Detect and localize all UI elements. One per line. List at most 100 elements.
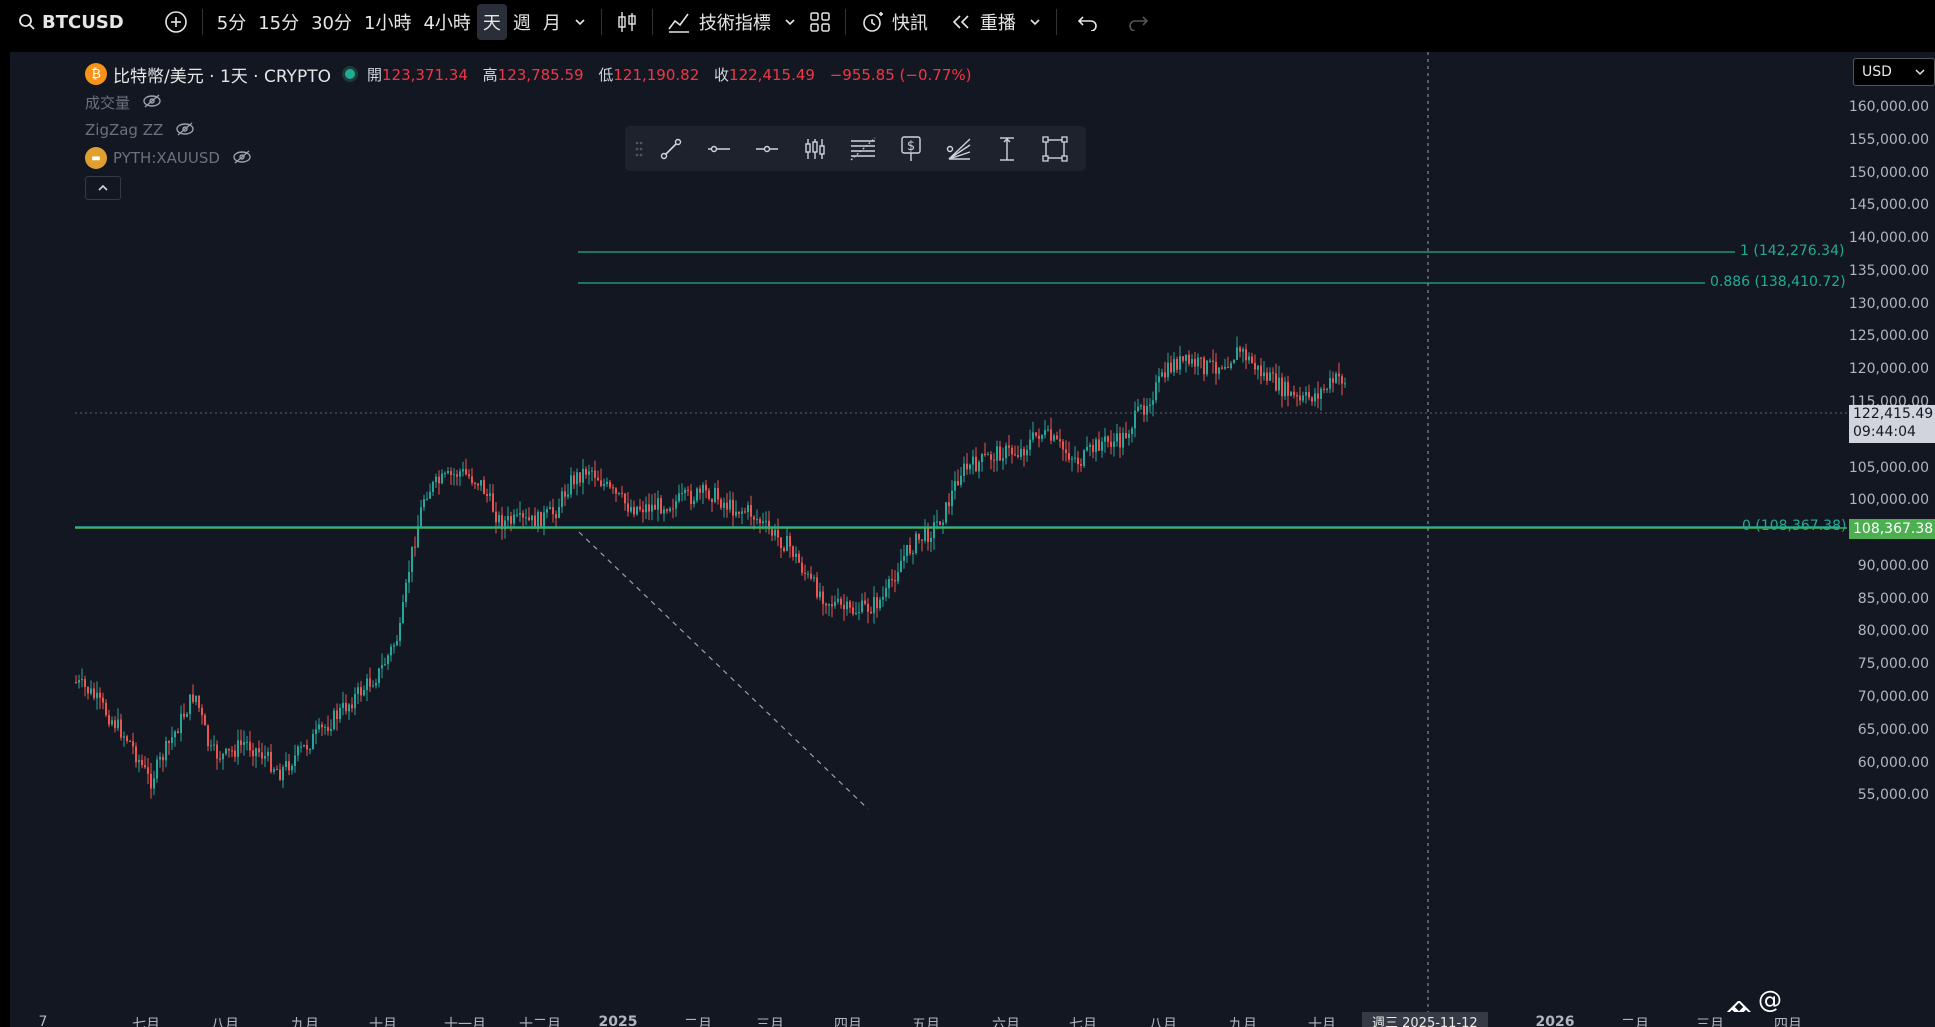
symbol-search[interactable]: BTCUSD — [0, 4, 130, 40]
candle-body — [1128, 433, 1130, 438]
candle-body — [768, 520, 770, 530]
price-tick: 60,000.00 — [1857, 754, 1929, 771]
candle-body — [858, 612, 860, 614]
candle-body — [1323, 388, 1325, 390]
candle-body — [1317, 393, 1319, 399]
fib-retracement-tool[interactable] — [839, 129, 887, 169]
trend-line-tool[interactable] — [647, 129, 695, 169]
indicators-button[interactable]: 技術指標 — [661, 4, 777, 40]
compare-symbol-button[interactable] — [158, 4, 194, 40]
price-chart[interactable] — [10, 52, 1935, 1027]
candle-body — [399, 623, 401, 641]
candle-body — [90, 688, 92, 694]
time-tick: 十一月 — [444, 1017, 486, 1027]
undo-button[interactable] — [1071, 4, 1105, 40]
candle-body — [93, 688, 95, 699]
indicators-dropdown[interactable] — [777, 4, 803, 40]
candle-body — [753, 516, 755, 520]
candle-body — [867, 603, 869, 612]
candle-body — [1098, 439, 1100, 451]
volume-indicator-row[interactable]: 成交量 — [85, 88, 981, 116]
candle-body — [267, 751, 269, 756]
chevron-down-icon — [1030, 19, 1040, 26]
alerts-button[interactable]: 快訊 — [854, 4, 934, 40]
time-tick: 五月 — [912, 1017, 940, 1027]
time-tick: 四月 — [1774, 1017, 1802, 1027]
candle-body — [117, 719, 119, 729]
time-axis[interactable]: 週三 2025-11-12 7 七月 八月 九月 十月 十一月 十二月 2025 二月 三月 四月 五… — [10, 1012, 1935, 1027]
candle-body — [951, 490, 953, 507]
trend-line-drawing[interactable] — [578, 531, 869, 810]
time-tick: 2026 — [1535, 1014, 1575, 1027]
price-range-tool[interactable] — [983, 129, 1031, 169]
interval-1d[interactable]: 天 — [476, 4, 507, 40]
replay-dropdown[interactable] — [1022, 4, 1048, 40]
interval-1mo[interactable]: 月 — [542, 13, 561, 34]
alarm-clock-icon — [863, 12, 883, 32]
candle-body — [987, 454, 989, 456]
eye-hidden-icon[interactable] — [232, 149, 252, 168]
candle-body — [579, 472, 581, 483]
interval-15m[interactable]: 15分 — [258, 13, 300, 34]
candle-body — [1293, 391, 1295, 396]
candle-body — [1200, 357, 1202, 359]
fib-lines-icon — [850, 137, 876, 160]
layouts-button[interactable] — [803, 4, 837, 40]
price-label-tool[interactable]: $ — [887, 129, 935, 169]
candle-body — [1245, 349, 1247, 361]
fib-fan-tool[interactable] — [935, 129, 983, 169]
candle-body — [465, 469, 467, 475]
candle-body — [672, 508, 674, 510]
replay-button[interactable]: 重播 — [944, 4, 1022, 40]
candle-body — [378, 668, 380, 683]
candle-body — [738, 511, 740, 514]
interval-1w[interactable]: 週 — [512, 13, 531, 34]
candle-body — [585, 468, 587, 475]
candle-body — [1074, 457, 1076, 459]
candle-body — [405, 582, 407, 603]
chart-type-button[interactable] — [610, 4, 644, 40]
redo-button[interactable] — [1121, 4, 1155, 40]
interval-5m[interactable]: 5分 — [216, 13, 247, 34]
pitchfork-tool[interactable] — [791, 129, 839, 169]
candle-body — [186, 713, 188, 717]
candle-body — [1335, 373, 1337, 383]
interval-4h[interactable]: 4小時 — [423, 13, 471, 34]
replay-label: 重播 — [979, 13, 1016, 34]
fib-fan-icon — [946, 137, 971, 160]
candle-body — [207, 725, 209, 747]
candle-body — [441, 473, 443, 484]
eye-hidden-icon[interactable] — [175, 121, 195, 140]
candle-body — [1299, 395, 1301, 401]
candle-body — [510, 516, 512, 524]
drag-handle[interactable] — [631, 129, 647, 169]
candle-body — [96, 692, 98, 699]
interval-1h[interactable]: 1小時 — [364, 13, 412, 34]
candle-body — [1314, 393, 1316, 402]
candle-body — [252, 750, 254, 757]
candle-body — [1155, 382, 1157, 401]
price-tick: 130,000.00 — [1848, 295, 1929, 312]
zigzag-indicator-row[interactable]: ZigZag ZZ — [85, 116, 981, 144]
candle-body — [459, 471, 461, 477]
candle-body — [1143, 405, 1145, 415]
eye-hidden-icon[interactable] — [142, 93, 162, 112]
candle-body — [339, 707, 341, 720]
candle-body — [663, 509, 665, 514]
currency-select[interactable]: USD — [1853, 58, 1935, 86]
candle-body — [429, 491, 431, 499]
horizontal-line-tool[interactable] — [743, 129, 791, 169]
candle-body — [384, 664, 386, 666]
interval-30m[interactable]: 30分 — [311, 13, 352, 34]
interval-dropdown[interactable] — [567, 4, 593, 40]
compare-symbol-row[interactable]: ▬ PYTH:XAUUSD — [85, 144, 981, 172]
candle-body — [1230, 363, 1232, 369]
symbol-title[interactable]: 比特幣/美元 · 1天 · CRYPTO — [113, 66, 331, 87]
candle-body — [864, 600, 866, 604]
chart-pane[interactable]: 1 (142,276.34) 0.886 (138,410.72) 0 (108… — [10, 52, 1935, 1027]
collapse-legend-button[interactable] — [85, 176, 121, 200]
time-tick: 六月 — [992, 1017, 1020, 1027]
candle-body — [903, 555, 905, 561]
ray-tool[interactable] — [695, 129, 743, 169]
rectangle-tool[interactable] — [1031, 129, 1079, 169]
